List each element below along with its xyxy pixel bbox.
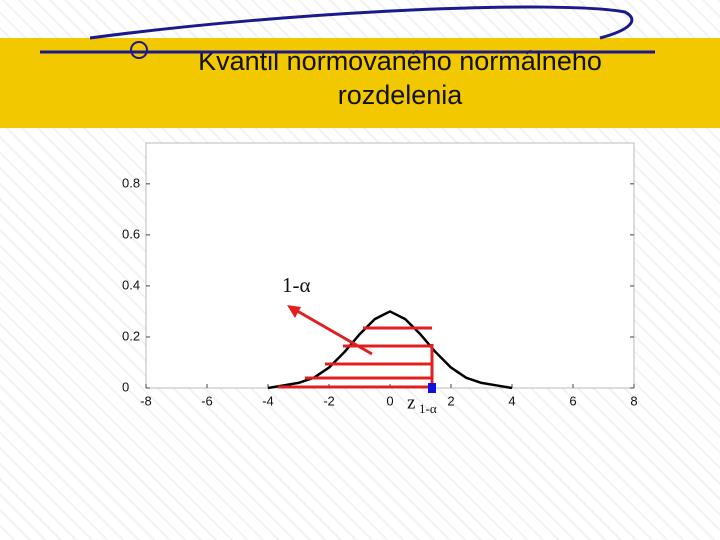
y-tick-label: 0.4 bbox=[122, 277, 140, 292]
x-tick-label: -4 bbox=[262, 393, 274, 408]
x-tick-label: -6 bbox=[201, 393, 213, 408]
arrow-shaft bbox=[291, 306, 373, 356]
annotation: z bbox=[407, 392, 415, 413]
x-tick-label: -2 bbox=[323, 393, 335, 408]
decor-curve bbox=[89, 5, 634, 40]
shading bbox=[278, 306, 434, 389]
y-tick-label: 0.8 bbox=[122, 175, 140, 190]
annotation-subscript: 1-α bbox=[419, 401, 437, 416]
y-tick-label: 0 bbox=[122, 379, 129, 394]
quantile-marker bbox=[428, 383, 436, 393]
plot-area bbox=[146, 143, 634, 388]
decor-globe bbox=[130, 41, 148, 59]
arrow-head bbox=[287, 305, 301, 318]
x-tick-label: 6 bbox=[569, 393, 576, 408]
x-tick-label: 4 bbox=[508, 393, 515, 408]
y-tick-label: 0.6 bbox=[122, 226, 140, 241]
x-tick-label: -8 bbox=[140, 393, 152, 408]
y-tick-label: 0.2 bbox=[122, 328, 140, 343]
x-tick-label: 2 bbox=[447, 393, 454, 408]
x-tick-label: 8 bbox=[630, 393, 637, 408]
annotation: 1-α bbox=[282, 273, 311, 297]
x-tick-label: 0 bbox=[386, 393, 393, 408]
